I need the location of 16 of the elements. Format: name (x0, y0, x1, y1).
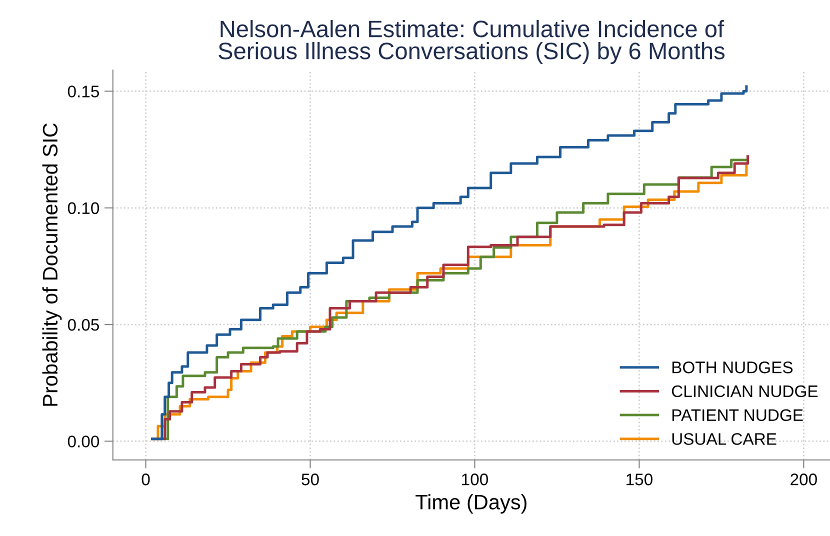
y-tick-label: 0.00 (68, 436, 100, 448)
chart-title: Nelson-Aalen Estimate: Cumulative Incidence of Serious Illness Conversations (SIC) by 6 Months (218, 20, 725, 64)
x-tick-label: 200 (790, 474, 817, 486)
y-tick-label: 0.10 (68, 202, 100, 214)
x-tick-label: 150 (626, 474, 652, 486)
x-tick-label: 50 (302, 474, 319, 486)
legend-label: BOTH NUDGES (672, 362, 793, 374)
y-tick-label: 0.15 (68, 86, 99, 98)
legend-label: USUAL CARE (672, 433, 776, 445)
x-tick-label: 100 (462, 474, 488, 486)
x-axis-title: Time (Days) (416, 494, 526, 514)
x-tick-label: 0 (142, 474, 150, 486)
y-tick-label: 0.05 (68, 318, 99, 331)
legend-label: CLINICIAN NUDGE (672, 385, 818, 398)
legend-label: PATIENT NUDGE (672, 409, 803, 422)
y-axis-title: Probability of Documented SIC (42, 123, 62, 406)
